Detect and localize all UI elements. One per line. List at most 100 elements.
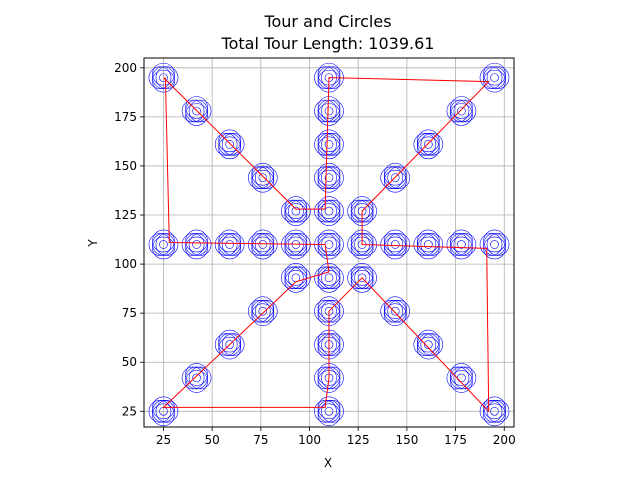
node-circle — [281, 266, 304, 290]
node-circle — [417, 333, 440, 356]
node-circle — [420, 133, 444, 156]
node-circle — [417, 236, 440, 260]
node-circle — [383, 169, 407, 193]
node-inner-circle — [324, 406, 334, 416]
node-inner-circle — [192, 240, 201, 249]
node-inner-circle — [225, 140, 234, 149]
node-circle — [483, 396, 506, 420]
node-circle — [317, 103, 341, 126]
node-circle — [347, 199, 370, 223]
node-circle — [251, 296, 275, 319]
node-circle — [221, 133, 245, 156]
node-circle — [281, 199, 304, 223]
node-circle — [383, 229, 407, 253]
node-circle — [450, 96, 473, 119]
node-circle — [483, 66, 506, 89]
x-tick-label: 175 — [444, 433, 467, 447]
node-circle-cluster — [314, 196, 344, 226]
node-inner-circle — [457, 106, 466, 116]
node-circle — [450, 233, 473, 256]
x-tick-label: 200 — [493, 433, 516, 447]
node-inner-circle — [291, 206, 301, 216]
node-circle — [420, 233, 444, 256]
node-circle — [218, 129, 241, 153]
y-tick-label: 25 — [122, 404, 137, 418]
node-circle — [347, 266, 370, 290]
node-circle-cluster — [214, 329, 245, 360]
node-circle — [284, 270, 308, 293]
node-circle — [417, 129, 440, 153]
node-circle-cluster — [380, 296, 411, 326]
y-tick-label: 50 — [122, 355, 137, 369]
node-circle — [251, 166, 275, 190]
x-tick-label: 75 — [253, 433, 268, 447]
node-inner-circle — [490, 406, 499, 416]
node-circle — [155, 399, 179, 423]
node-inner-circle — [324, 206, 334, 216]
node-circle — [181, 233, 205, 256]
node-circle — [380, 166, 404, 190]
node-circle — [479, 233, 503, 256]
node-circle — [317, 96, 341, 119]
node-circle — [247, 166, 271, 190]
node-circle — [214, 133, 238, 156]
node-circle — [317, 199, 341, 223]
node-circle — [152, 69, 175, 93]
node-circle — [251, 169, 275, 193]
node-circle — [254, 233, 278, 256]
node-circle — [387, 233, 411, 256]
node-circle — [251, 162, 275, 186]
node-inner-circle — [324, 273, 334, 283]
node-circle — [314, 299, 337, 323]
node-circle — [380, 233, 404, 256]
node-circle-cluster — [314, 396, 344, 427]
node-circle-cluster — [247, 162, 278, 193]
node-inner-circle — [490, 240, 499, 249]
node-circle — [314, 399, 337, 423]
node-circle — [417, 233, 440, 256]
node-circle-cluster — [314, 162, 344, 193]
node-circle — [214, 333, 238, 356]
node-circle-cluster — [247, 296, 278, 326]
node-circle — [218, 236, 241, 260]
node-inner-circle — [159, 73, 168, 82]
node-circle — [214, 233, 238, 256]
node-circle — [185, 370, 208, 393]
node-circle — [453, 233, 477, 256]
node-circle — [486, 233, 510, 256]
node-circle — [350, 270, 374, 293]
node-inner-circle — [225, 340, 234, 349]
node-circle — [152, 62, 175, 86]
node-inner-circle — [424, 340, 433, 349]
node-circle — [314, 133, 337, 156]
node-circle — [218, 233, 241, 256]
y-tick-label: 175 — [114, 110, 137, 124]
node-circle — [218, 229, 241, 253]
node-inner-circle — [258, 240, 268, 249]
node-circle — [152, 399, 175, 423]
node-circle-cluster — [380, 162, 411, 193]
y-tick-label: 150 — [114, 159, 137, 173]
node-circle — [314, 333, 337, 356]
node-inner-circle — [424, 140, 433, 149]
node-circle — [383, 166, 407, 190]
node-circle — [317, 133, 341, 156]
node-circle-cluster — [281, 196, 311, 226]
node-circle — [383, 162, 407, 186]
node-circle — [321, 266, 344, 290]
node-circle — [185, 229, 208, 253]
node-circle — [450, 103, 473, 126]
node-circle-cluster — [148, 396, 179, 427]
node-circle — [446, 233, 470, 256]
node-circle-cluster — [314, 96, 344, 126]
node-circle — [383, 233, 407, 256]
node-circle — [185, 233, 208, 256]
node-circle — [314, 266, 337, 290]
node-circle — [387, 299, 411, 323]
node-circle-cluster — [413, 129, 444, 160]
node-circle — [317, 136, 341, 160]
node-circle-cluster — [148, 229, 179, 260]
node-circle — [218, 136, 241, 160]
node-circle — [218, 133, 241, 156]
node-circle — [317, 129, 341, 153]
